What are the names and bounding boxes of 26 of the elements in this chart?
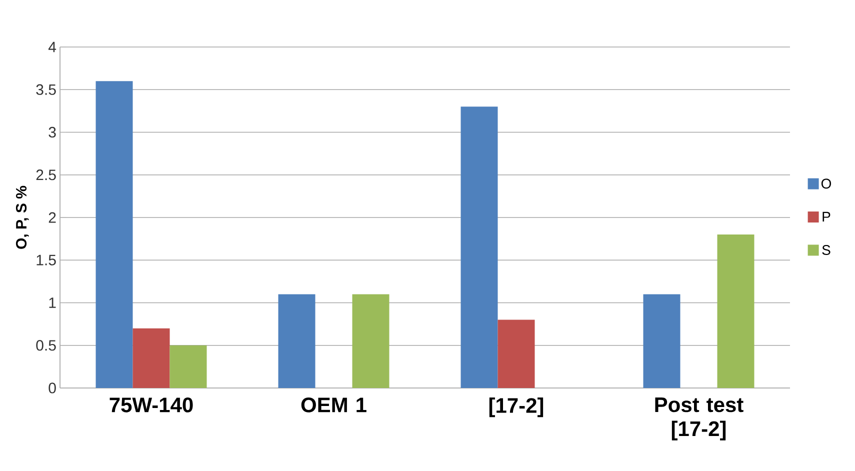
y-axis-title: O, P, S % <box>16 186 29 249</box>
y-tick-label: 3 <box>48 126 56 138</box>
bar <box>96 81 133 388</box>
bar <box>170 345 207 388</box>
y-tick-label: 2 <box>48 212 56 223</box>
x-tick-label: OEM 1 <box>301 398 366 412</box>
legend-label: P <box>822 212 830 222</box>
y-tick-label: 4 <box>48 42 56 52</box>
bar <box>643 294 680 388</box>
bar <box>352 294 390 388</box>
bar <box>132 328 170 388</box>
y-tick-label: 3.5 <box>36 84 56 95</box>
legend-label: S <box>822 245 830 255</box>
x-tick-label: [17-2] <box>489 398 544 418</box>
y-tick-label: 1 <box>49 298 56 308</box>
y-tick-label: 0 <box>48 382 56 394</box>
legend-label: O <box>821 178 832 189</box>
bar <box>498 320 535 388</box>
y-tick-label: 2.5 <box>36 170 56 180</box>
bar <box>717 234 754 388</box>
x-tick-label: Post test [17-2] <box>655 398 744 440</box>
y-tick-label: 0.5 <box>36 340 56 351</box>
bar <box>278 294 316 388</box>
bar <box>460 106 498 388</box>
x-tick-label: 75W-140 <box>110 398 193 412</box>
y-tick-label: 1.5 <box>36 254 56 266</box>
